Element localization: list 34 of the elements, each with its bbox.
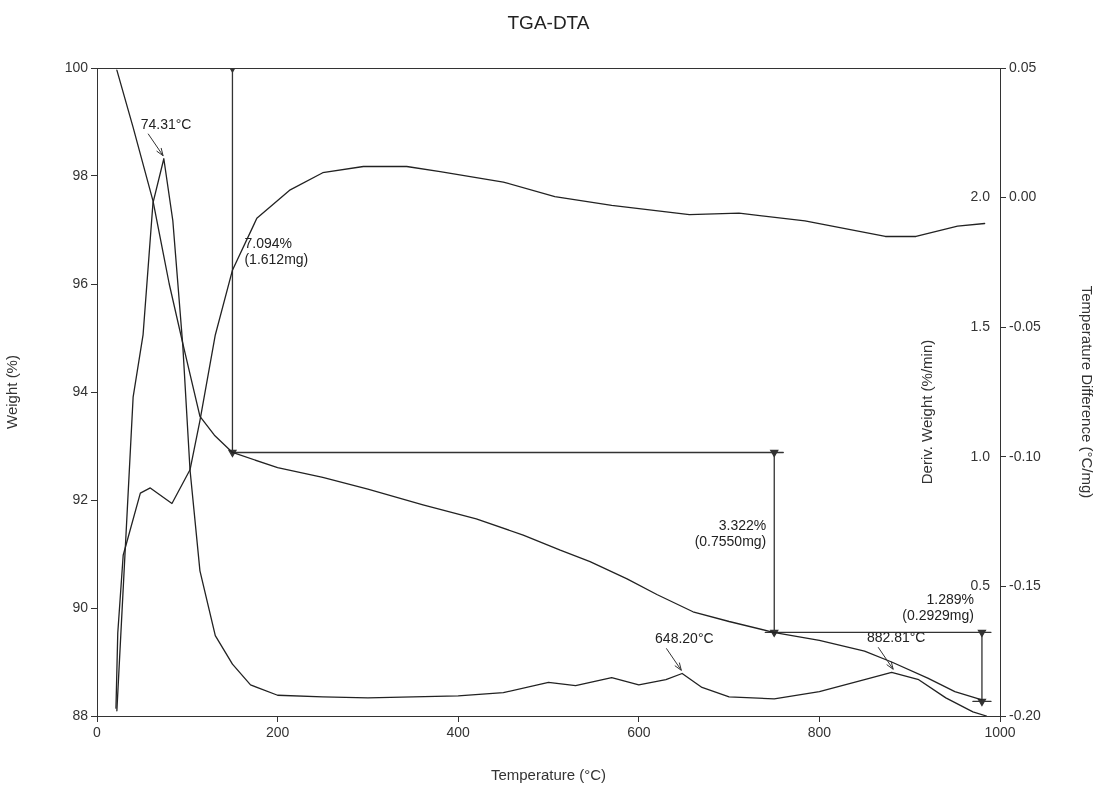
x-tick-label: 800 — [807, 724, 832, 741]
x-tick-label: 0 — [93, 724, 102, 741]
y3-axis-title: Temperature Difference (°C/mg) — [1078, 285, 1096, 499]
annotation: 1.289% (0.2929mg) — [902, 591, 974, 624]
y3-tick-label: -0.10 — [1009, 447, 1042, 464]
y2-tick-label: 1.5 — [970, 318, 991, 335]
annotation: 74.31°C — [140, 115, 192, 132]
y3-tick-label: -0.05 — [1009, 318, 1042, 335]
annotation: 7.094% (1.612mg) — [244, 235, 309, 268]
y3-tick-label: 0.05 — [1009, 58, 1037, 75]
annotation: 648.20°C — [655, 630, 714, 647]
y-tick-label: 100 — [64, 58, 89, 75]
annotation: 882.81°C — [866, 629, 926, 646]
x-tick-label: 200 — [265, 724, 290, 741]
y-tick-label: 88 — [72, 706, 89, 723]
y2-tick-label: 0.5 — [970, 577, 991, 594]
y3-tick-label: 0.00 — [1009, 188, 1037, 205]
x-tick-label: 400 — [446, 724, 471, 741]
y-tick-label: 92 — [72, 490, 89, 507]
y3-tick-label: -0.20 — [1009, 706, 1042, 723]
y3-tick-label: -0.15 — [1009, 577, 1042, 594]
x-axis-title: Temperature (°C) — [490, 766, 607, 784]
chart-title: TGA-DTA — [507, 12, 590, 34]
y-axis-title: Weight (%) — [3, 355, 21, 429]
y2-axis-title: Deriv. Weight (%/min) — [918, 339, 936, 485]
annotation: 3.322% (0.7550mg) — [694, 517, 767, 550]
y-tick-label: 90 — [72, 598, 89, 615]
y2-tick-label: 1.0 — [970, 447, 991, 464]
y-tick-label: 94 — [72, 382, 89, 399]
y-tick-label: 96 — [72, 274, 89, 291]
x-tick-label: 600 — [627, 724, 651, 741]
x-tick-label: 1000 — [984, 724, 1016, 741]
y2-tick-label: 2.0 — [970, 188, 991, 205]
y-tick-label: 98 — [72, 166, 89, 183]
